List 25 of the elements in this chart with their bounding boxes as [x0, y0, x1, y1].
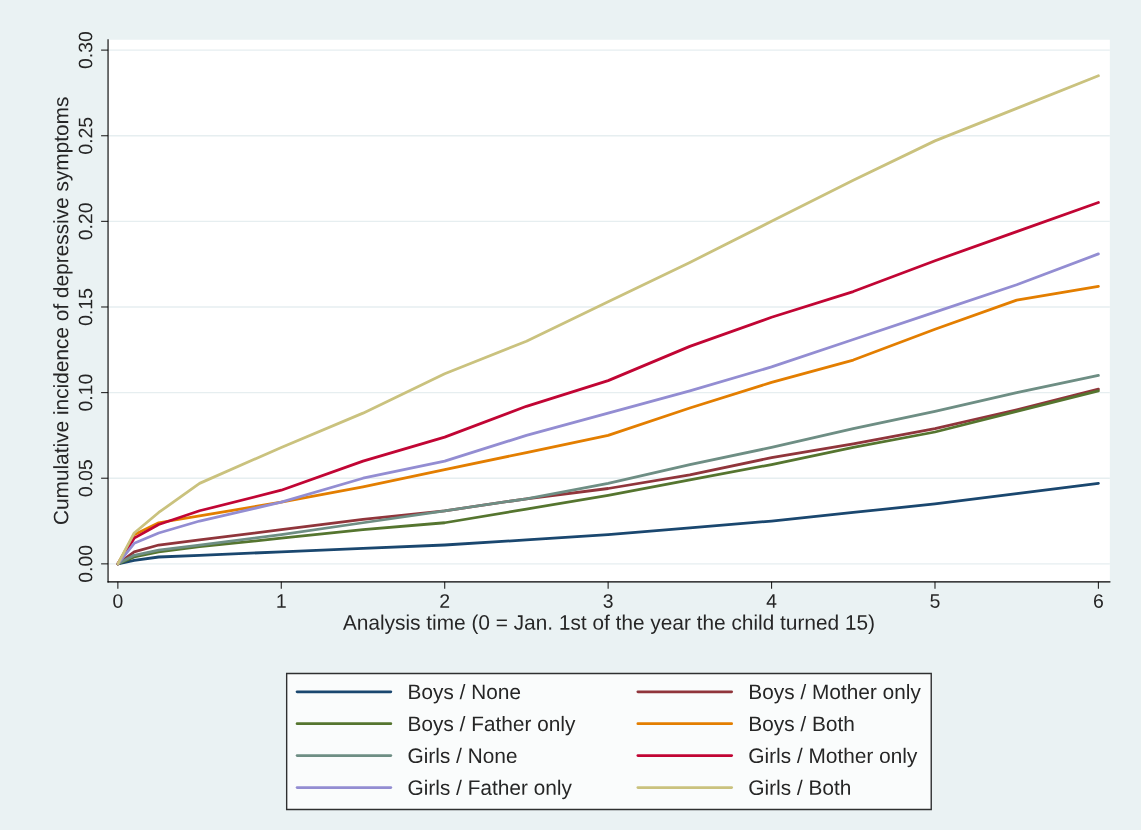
y-tick-label: 0.30 [78, 31, 93, 69]
y-tick-label: 0.20 [78, 203, 93, 240]
y-tick-label: 0.15 [78, 288, 93, 326]
legend-label: Boys / Mother only [750, 683, 921, 704]
legend-label: Boys / None [409, 683, 521, 704]
y-tick-label: 0.10 [78, 374, 93, 411]
legend-label: Girls / Both [749, 779, 850, 796]
y-tick-label: 0.25 [78, 117, 93, 154]
y-tick-label: 0.00 [78, 545, 93, 583]
x-tick-label: 4 [766, 594, 777, 608]
y-tick-label: 0.05 [78, 460, 93, 497]
x-tick-label: 1 [277, 594, 286, 608]
x-tick-label: 0 [113, 594, 123, 608]
x-axis-title: Analysis time (0 = Jan. 1st of the year the child turned 15) [342, 614, 874, 634]
legend-label: Girls / None [408, 747, 517, 764]
x-tick-label: 5 [930, 594, 940, 608]
y-axis-title: Cumulative incidence of depressive symptoms [53, 97, 73, 524]
x-tick-label: 6 [1093, 594, 1103, 608]
legend-label: Girls / Mother only [749, 747, 918, 768]
x-tick-label: 3 [603, 594, 613, 608]
legend-label: Boys / Father only [409, 715, 576, 736]
line-series [116, 74, 1100, 566]
legend-label: Girls / Father only [408, 779, 572, 800]
legend-label: Boys / Both [750, 715, 854, 736]
x-tick-label: 2 [440, 594, 450, 608]
